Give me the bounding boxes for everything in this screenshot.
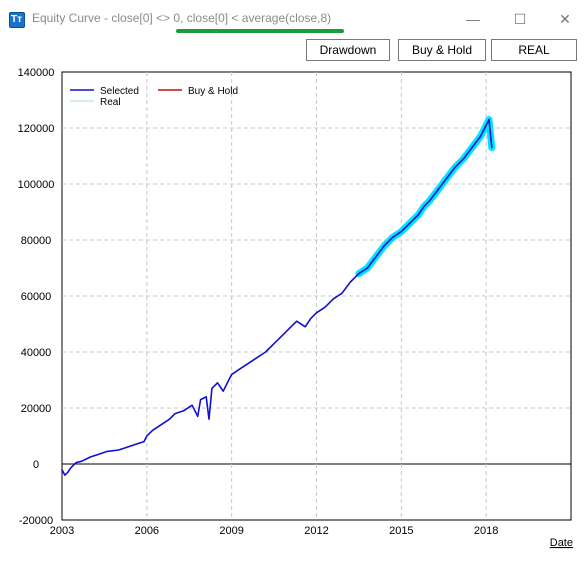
y-tick-label: 60000: [21, 291, 52, 303]
x-tick-label: 2018: [474, 525, 498, 537]
x-tick-label: 2009: [219, 525, 243, 537]
x-tick-label: 2003: [50, 525, 74, 537]
equity-chart: -20000 0 20000 40000 60000 80000 100000 120000 1…: [0, 62, 587, 556]
y-tick-label: 40000: [21, 347, 52, 359]
x-tick-label: 2006: [135, 525, 159, 537]
minimize-icon[interactable]: —: [466, 11, 480, 27]
y-tick-label: 120000: [18, 123, 55, 135]
real-button[interactable]: REAL: [491, 39, 577, 61]
x-tick-label: 2015: [389, 525, 413, 537]
y-tick-label: 80000: [21, 235, 52, 247]
x-tick-label: 2012: [304, 525, 328, 537]
y-tick-label: 140000: [18, 67, 55, 79]
title-bar: Tт Equity Curve - close[0] <> 0, close[0…: [0, 0, 587, 38]
drawdown-button[interactable]: Drawdown: [306, 39, 390, 61]
y-tick-label: 100000: [18, 179, 55, 191]
y-tick-label: -20000: [19, 515, 53, 527]
series-selected-line: [61, 118, 493, 477]
y-tick-label: 20000: [21, 403, 52, 415]
legend-label: Real: [100, 97, 121, 108]
y-tick-label: 0: [33, 459, 39, 471]
legend-label: Buy & Hold: [188, 86, 238, 97]
app-icon: Tт: [9, 12, 25, 28]
title-highlight-underline: [176, 29, 344, 33]
x-axis-title: Date: [550, 537, 573, 549]
buy-hold-button[interactable]: Buy & Hold: [398, 39, 486, 61]
maximize-icon[interactable]: ☐: [513, 11, 527, 27]
legend-label: Selected: [100, 86, 139, 97]
close-icon[interactable]: ✕: [559, 11, 571, 27]
equity-chart-svg: -20000 0 20000 40000 60000 80000 100000 120000 1…: [18, 67, 573, 549]
window-title: Equity Curve - close[0] <> 0, close[0] <…: [32, 11, 332, 25]
